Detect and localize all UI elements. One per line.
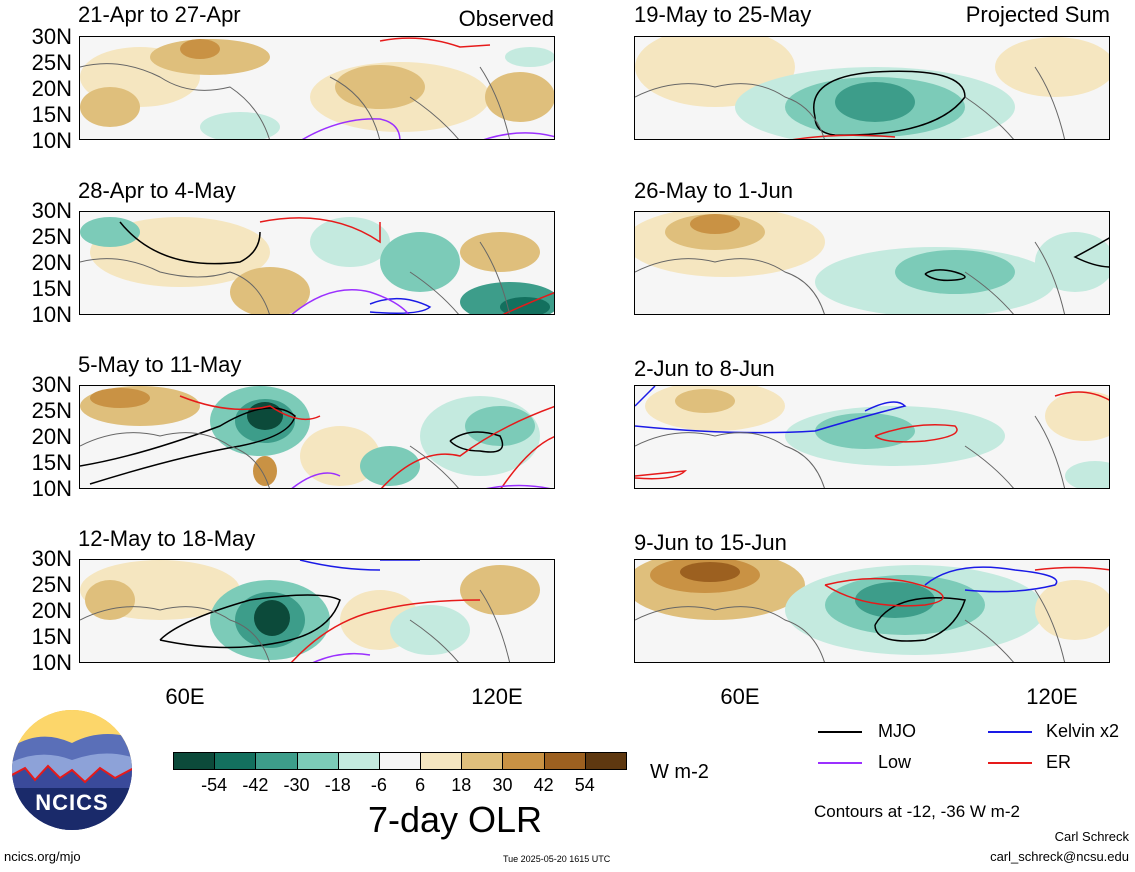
colorbar-tick-label: 18 [451,775,472,795]
lat-label: 10N [31,302,72,327]
lat-label: 20N [31,598,72,623]
colorbar-tick-label: 6 [415,775,426,795]
lat-label: 10N [31,650,72,675]
lat-label: 25N [31,224,72,249]
colorbar-tick-label: -42 [242,775,269,795]
author-email: carl_schreck@ncsu.edu [990,849,1129,864]
colorbar-swatch [502,752,545,770]
olr-map [80,212,554,314]
lon-label: 120E [1026,684,1078,709]
lat-label: 25N [31,50,72,75]
logo-icon [12,710,132,830]
olr-map [635,560,1109,662]
colorbar-swatch [420,752,463,770]
map-area [634,385,1110,489]
lat-label: 20N [31,424,72,449]
colorbar-tick-label: 54 [574,775,595,795]
olr-map [80,560,554,662]
colorbar: -54 -42 -30 -18 -6 6 18 30 42 54 [173,752,627,795]
legend-line-kelvin [988,731,1032,733]
colorbar-tick-label: -6 [370,775,387,795]
legend-line-mjo [818,731,862,733]
contours-note: Contours at -12, -36 W m-2 [814,802,1020,821]
panel-title: 12-May to 18-May [78,526,256,551]
map-area [634,36,1110,140]
colorbar-swatch [173,752,216,770]
colorbar-swatch [584,752,627,770]
map-area [79,36,555,140]
panel-corner-label: Observed [458,6,554,31]
panel-title: 28-Apr to 4-May [78,178,236,203]
ncics-logo: NCICS [10,708,134,832]
legend-line-er [988,762,1032,764]
lat-label: 20N [31,250,72,275]
colorbar-tick-label: -30 [283,775,310,795]
olr-map [635,212,1109,314]
panel-title: 9-Jun to 15-Jun [634,530,787,555]
lat-label: 15N [31,102,72,127]
panel-title: 2-Jun to 8-Jun [634,356,775,381]
legend-line-low [818,762,862,764]
panel-corner-label: Projected Sum [965,2,1110,27]
map-area [79,211,555,315]
logo-text: NCICS [35,790,109,815]
panel-title: 26-May to 1-Jun [634,178,793,203]
map-area [634,211,1110,315]
lon-label: 60E [165,684,205,709]
legend-label: Low [878,752,912,772]
colorbar-swatch [461,752,504,770]
legend-label: ER [1046,752,1072,772]
lon-label: 120E [471,684,523,709]
lat-label: 25N [31,398,72,423]
colorbar-tick-label: 30 [492,775,513,795]
colorbar-swatch [337,752,380,770]
map-area [79,559,555,663]
panel-title: 21-Apr to 27-Apr [78,2,241,27]
lat-label: 30N [31,198,72,223]
lat-label: 30N [31,546,72,571]
olr-map [635,386,1109,488]
legend-label: MJO [878,721,916,741]
author-name: Carl Schreck [1054,829,1129,844]
colorbar-unit: W m-2 [650,761,709,783]
panel-title: 5-May to 11-May [78,352,242,377]
lat-label: 15N [31,624,72,649]
lat-label: 30N [31,372,72,397]
colorbar-swatch [543,752,586,770]
lat-label: 20N [31,76,72,101]
map-area [79,385,555,489]
lat-label: 10N [31,476,72,501]
olr-map [80,37,554,139]
colorbar-tick-label: -18 [324,775,351,795]
colorbar-tick-label: -54 [201,775,228,795]
map-area [634,559,1110,663]
colorbar-swatch [255,752,298,770]
colorbar-swatch [214,752,257,770]
panel-title: 19-May to 25-May [634,2,812,27]
lon-label: 60E [720,684,760,709]
legend-label: Kelvin x2 [1046,721,1120,741]
colorbar-swatch [296,752,339,770]
lat-label: 30N [31,24,72,49]
lat-label: 25N [31,572,72,597]
olr-map [635,37,1109,139]
colorbar-tick-label: 42 [533,775,554,795]
colorbar-title: 7-day OLR [367,799,543,840]
lat-label: 15N [31,276,72,301]
site-link[interactable]: ncics.org/mjo [4,849,81,864]
olr-map [80,386,554,488]
lat-label: 10N [31,128,72,153]
colorbar-swatch [378,752,422,770]
lat-label: 15N [31,450,72,475]
timestamp: Tue 2025-05-20 1615 UTC [503,854,611,864]
